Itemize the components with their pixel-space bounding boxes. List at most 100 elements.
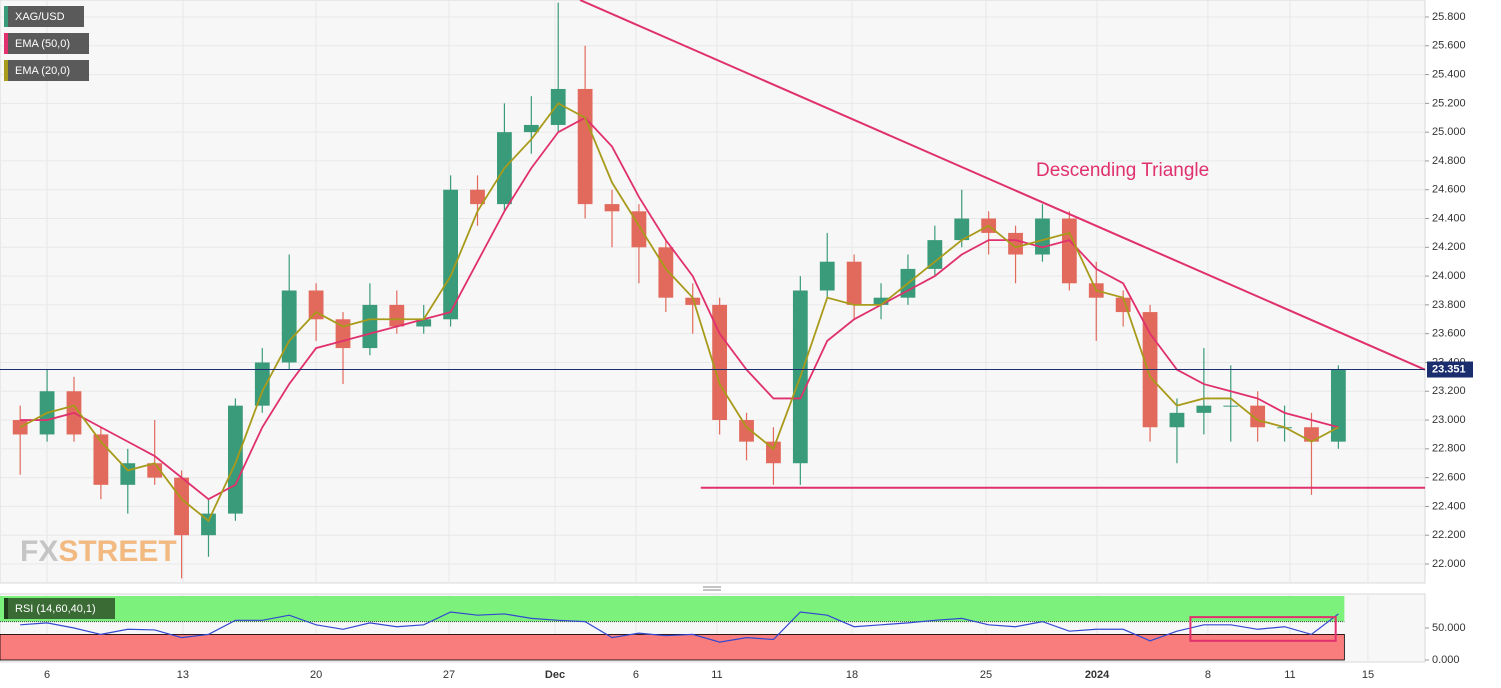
y-tick-label: 24.200 <box>1432 241 1466 253</box>
candle-body <box>846 261 862 305</box>
candle-body <box>1330 369 1346 442</box>
candle-body <box>93 434 109 485</box>
candle-body <box>766 441 781 464</box>
candle-body <box>658 247 674 298</box>
legend-swatch <box>4 60 8 81</box>
candle-body <box>201 513 216 536</box>
candle-body <box>819 261 835 291</box>
x-tick-label: 11 <box>711 669 722 681</box>
candle-body <box>174 477 189 536</box>
y-tick-label: 22.800 <box>1432 443 1466 455</box>
legend-label: EMA (20,0) <box>15 65 70 77</box>
legend-swatch <box>4 33 8 54</box>
y-tick-label: 24.400 <box>1432 212 1466 224</box>
candle-body <box>954 218 970 241</box>
y-tick-label: 22.200 <box>1432 529 1466 541</box>
watermark-fx: FX <box>20 535 58 568</box>
y-tick-label: 25.000 <box>1432 126 1466 138</box>
y-tick-label: 22.600 <box>1432 472 1466 484</box>
candle-body <box>308 290 324 320</box>
legend-box <box>4 598 115 619</box>
candle-body <box>1196 405 1212 413</box>
x-tick-label: 2024 <box>1085 669 1110 681</box>
rsi-lower-band <box>0 634 1345 661</box>
candle-body <box>1035 218 1050 255</box>
candle-body <box>550 88 566 125</box>
ema-line <box>19 102 1339 523</box>
legend-label: XAG/USD <box>15 11 65 23</box>
candle-body <box>227 405 243 514</box>
candle-body <box>873 297 889 305</box>
candle-body <box>1223 405 1239 407</box>
x-tick-label: 6 <box>44 669 50 681</box>
legend: XAG/USD EMA (50,0) EMA (20,0) RSI (14,60… <box>4 6 115 619</box>
candle-body <box>389 304 405 327</box>
rsi-line <box>20 611 1339 643</box>
legend-box <box>4 6 84 27</box>
rsi-tick-label: 50.000 <box>1432 622 1466 634</box>
last-price-tag <box>1427 361 1473 378</box>
ema-line <box>20 116 1339 501</box>
x-tick-label: 18 <box>846 669 858 681</box>
rsi-tick-label: 0.000 <box>1432 654 1460 666</box>
legend-swatch <box>4 598 8 619</box>
candle-body <box>335 319 351 349</box>
legend-label: RSI (14,60,40,1) <box>15 603 96 615</box>
rsi-highlight <box>1189 616 1337 642</box>
marks <box>0 0 1426 643</box>
y-tick-label: 25.600 <box>1432 40 1466 52</box>
last-price-label: 23.351 <box>1432 363 1466 375</box>
labels: 6 13 20 27 Dec 6 11 18 25 2024 8 11 15 22.000 22.200 22… <box>44 11 1473 681</box>
trendline <box>579 0 1426 371</box>
x-tick-label: 27 <box>443 669 455 681</box>
legend-box <box>4 60 89 81</box>
x-tick-label: Dec <box>545 669 565 681</box>
y-tick-label: 24.000 <box>1432 270 1466 282</box>
y-tick-label: 22.000 <box>1432 558 1466 570</box>
y-tick-label: 23.600 <box>1432 328 1466 340</box>
candle-body <box>362 304 378 349</box>
annotation: Descending Triangle <box>1036 160 1209 181</box>
candle-body <box>254 362 270 406</box>
y-tick-label: 22.400 <box>1432 500 1466 512</box>
y-tick-label: 24.800 <box>1432 155 1466 167</box>
candle-body <box>577 88 593 205</box>
y-tick-label: 24.600 <box>1432 184 1466 196</box>
candle-body <box>416 319 432 327</box>
legend-box <box>4 33 89 54</box>
candle-body <box>1061 218 1077 284</box>
candle-body <box>1304 427 1319 442</box>
y-tick-label: 25.200 <box>1432 97 1466 109</box>
watermark: FXSTREET <box>20 535 177 568</box>
x-tick-label: 15 <box>1362 669 1374 681</box>
pane-splitter[interactable] <box>703 586 721 591</box>
candle-body <box>281 290 297 363</box>
x-tick-label: 6 <box>633 669 639 681</box>
candle-body <box>927 240 943 269</box>
y-tick-label: 25.400 <box>1432 68 1466 80</box>
y-tick-label: 23.000 <box>1432 414 1466 426</box>
rsi-upper-band <box>0 596 1345 622</box>
candle-body <box>120 463 136 485</box>
y-tick-label: 23.200 <box>1432 385 1466 397</box>
x-tick-label: 11 <box>1284 669 1295 681</box>
candle-body <box>443 189 459 320</box>
watermark-street: STREET <box>58 535 176 568</box>
candle-body <box>685 297 701 305</box>
candle-body <box>12 420 28 435</box>
y-tick-label: 23.800 <box>1432 299 1466 311</box>
x-tick-label: 20 <box>310 669 322 681</box>
rsi-bands <box>0 596 1345 661</box>
y-tick-label: 25.800 <box>1432 11 1466 23</box>
candle-body <box>470 189 485 205</box>
x-tick-label: 13 <box>177 669 189 681</box>
legend-label: EMA (50,0) <box>15 38 70 50</box>
candle-body <box>523 124 539 133</box>
candle-body <box>1169 412 1185 428</box>
x-tick-label: 8 <box>1205 669 1211 681</box>
candle-body <box>739 420 754 442</box>
x-tick-label: 25 <box>980 669 992 681</box>
candle-body <box>1008 232 1023 255</box>
candle-body <box>604 204 620 212</box>
